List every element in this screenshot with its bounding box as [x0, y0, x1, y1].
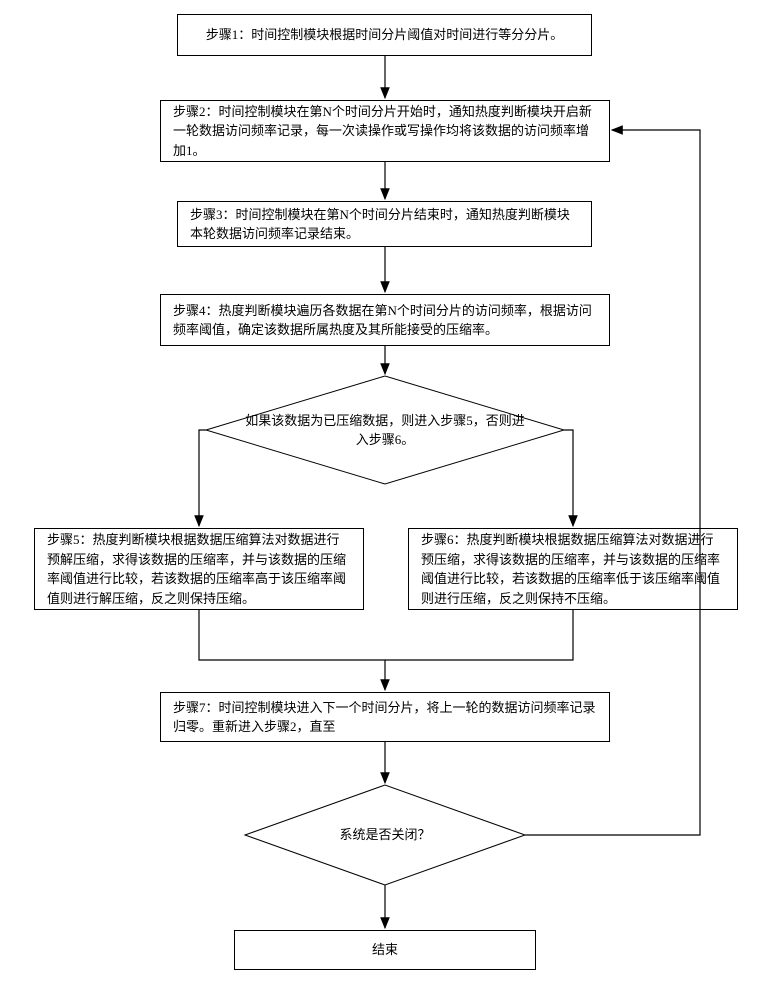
step6-text: 步骤6：热度判断模块根据数据压缩算法对数据进行预压缩，求得该数据的压缩率，并与该… — [421, 530, 725, 608]
step7-text: 步骤7：时间控制模块进入下一个时间分片，将上一轮的数据访问频率记录归零。重新进入… — [173, 698, 597, 737]
decision1-text-wrap: 如果该数据为已压缩数据，则进入步骤5，否则进入步骤6。 — [240, 405, 530, 455]
step2-box: 步骤2：时间控制模块在第N个时间分片开始时，通知热度判断模块开启新一轮数据访问频… — [160, 100, 610, 162]
step5-box: 步骤5：热度判断模块根据数据压缩算法对数据进行预解压缩，求得该数据的压缩率，并与… — [34, 528, 364, 610]
step1-text: 步骤1：时间控制模块根据时间分片阈值对时间进行等分分片。 — [206, 25, 564, 45]
step4-text: 步骤4：热度判断模块遍历各数据在第N个时间分片的访问频率，根据访问频率阈值，确定… — [173, 301, 597, 340]
end-box: 结束 — [234, 930, 536, 970]
step6-box: 步骤6：热度判断模块根据数据压缩算法对数据进行预压缩，求得该数据的压缩率，并与该… — [408, 528, 738, 610]
decision1-text: 如果该数据为已压缩数据，则进入步骤5，否则进入步骤6。 — [240, 411, 530, 450]
step2-text: 步骤2：时间控制模块在第N个时间分片开始时，通知热度判断模块开启新一轮数据访问频… — [173, 102, 597, 161]
end-text: 结束 — [372, 940, 398, 960]
step7-box: 步骤7：时间控制模块进入下一个时间分片，将上一轮的数据访问频率记录归零。重新进入… — [160, 692, 610, 742]
decision2-text: 系统是否关闭？ — [339, 825, 430, 845]
step4-box: 步骤4：热度判断模块遍历各数据在第N个时间分片的访问频率，根据访问频率阈值，确定… — [160, 294, 610, 346]
decision2-text-wrap: 系统是否关闭？ — [300, 822, 470, 848]
step1-box: 步骤1：时间控制模块根据时间分片阈值对时间进行等分分片。 — [177, 14, 592, 56]
decision2-diamond — [245, 785, 525, 885]
step3-text: 步骤3：时间控制模块在第N个时间分片结束时，通知热度判断模块本轮数据访问频率记录… — [190, 205, 579, 244]
step5-text: 步骤5：热度判断模块根据数据压缩算法对数据进行预解压缩，求得该数据的压缩率，并与… — [47, 530, 351, 608]
step3-box: 步骤3：时间控制模块在第N个时间分片结束时，通知热度判断模块本轮数据访问频率记录… — [177, 201, 592, 247]
decision1-diamond — [206, 376, 564, 484]
